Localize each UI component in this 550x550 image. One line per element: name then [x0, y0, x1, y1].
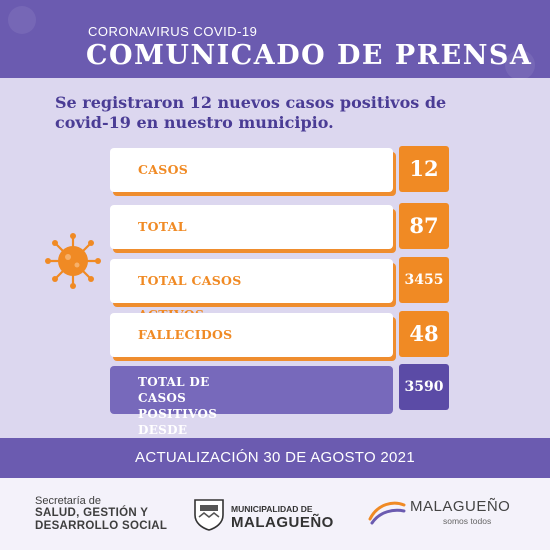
stat-value: 48: [399, 311, 449, 357]
stat-value: 87: [399, 203, 449, 249]
virus-decoration-icon: [505, 50, 535, 80]
update-text: ACTUALIZACIÓN 30 DE AGOSTO 2021: [135, 449, 415, 466]
footer-logos: Secretaría de SALUD, GESTIÓN Y DESARROLL…: [0, 478, 550, 550]
header-subtitle: CORONAVIRUS COVID-19: [88, 24, 258, 39]
page-title: COMUNICADO DE PRENSA: [86, 40, 533, 71]
stat-label: FALLECIDOS: [138, 327, 233, 342]
malagueno-swoosh-icon: [368, 501, 406, 525]
secretaria-line1: Secretaría de: [35, 495, 102, 507]
stat-value: 3455: [399, 257, 449, 303]
virus-icon: [45, 233, 101, 289]
stat-label-box: [110, 366, 393, 414]
stat-label-box: [110, 205, 393, 249]
muni-line1: MUNICIPALIDAD DE: [231, 504, 313, 514]
brand-tagline: somos todos: [443, 516, 492, 526]
stat-label-box: [110, 259, 393, 303]
header-banner: CORONAVIRUS COVID-19 COMUNICADO DE PRENS…: [0, 0, 550, 80]
stat-value: 12: [399, 146, 449, 192]
stat-label-line1: TOTAL DE CASOS POSITIVOS: [138, 375, 218, 421]
lead-text: Se registraron 12 nuevos casos positivos…: [55, 93, 447, 132]
secretaria-logo: Secretaría de SALUD, GESTIÓN Y DESARROLL…: [35, 496, 167, 533]
secretaria-line2: SALUD, GESTIÓN Y: [35, 507, 149, 519]
secretaria-line3: DESARROLLO SOCIAL: [35, 520, 168, 532]
muni-line2: MALAGUEÑO: [231, 514, 334, 531]
stat-value: 3590: [399, 364, 449, 410]
virus-decoration-icon: [8, 6, 36, 34]
stat-label-box: [110, 148, 393, 192]
municipal-shield-icon: [194, 499, 224, 531]
brand-name: MALAGUEÑO: [410, 498, 511, 515]
stat-label-box: [110, 313, 393, 357]
update-band: ACTUALIZACIÓN 30 DE AGOSTO 2021: [0, 438, 550, 478]
